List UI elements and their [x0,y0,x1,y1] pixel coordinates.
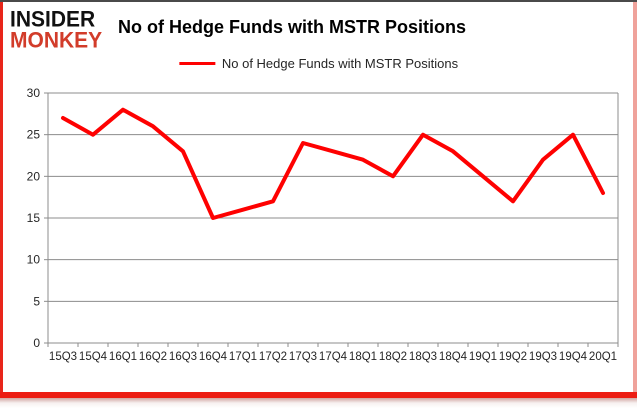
x-tick-label: 19Q3 [529,351,557,363]
card-border-left [0,2,3,396]
y-tick-label: 20 [27,169,41,183]
legend-line-swatch [178,62,215,65]
x-tick-label: 18Q4 [439,351,468,363]
x-tick-label: 16Q3 [169,351,197,363]
x-tick-label: 19Q2 [499,351,527,363]
x-tick-label: 19Q1 [469,351,497,363]
logo-line-monkey: MONKEY [10,28,103,53]
legend: No of Hedge Funds with MSTR Positions [178,56,459,71]
y-tick-label: 0 [33,336,40,350]
card-border-right [633,2,637,396]
x-tick-label: 17Q4 [319,351,348,363]
x-tick-label: 16Q2 [139,351,167,363]
x-tick-label: 17Q1 [229,351,257,363]
x-tick-label: 16Q1 [109,351,137,363]
logo-line-insider: INSIDER [10,7,96,32]
data-series-line [61,107,605,220]
x-tick-label: 18Q1 [349,351,377,363]
x-tick-label: 20Q1 [589,351,617,363]
y-tick-label: 10 [27,253,41,267]
x-tick-label: 15Q4 [79,351,108,363]
y-tick-label: 30 [27,86,41,100]
legend-label: No of Hedge Funds with MSTR Positions [221,56,459,71]
chart-title: No of Hedge Funds with MSTR Positions [118,17,466,37]
card-border-bottom [0,392,637,398]
y-tick-label: 15 [27,211,41,225]
x-tick-label: 16Q4 [199,351,228,363]
x-tick-label: 18Q3 [409,351,437,363]
x-tick-label: 18Q2 [379,351,407,363]
x-tick-label: 17Q3 [289,351,317,363]
y-tick-label: 5 [33,294,40,308]
x-tick-label: 19Q4 [559,351,588,363]
card-shadow [0,398,637,408]
card-border-top [0,0,637,2]
insider-monkey-logo: INSIDER MONKEY [10,7,103,53]
x-tick-label: 15Q3 [49,351,77,363]
x-tick-label: 17Q2 [259,351,287,363]
y-tick-label: 25 [27,128,41,142]
